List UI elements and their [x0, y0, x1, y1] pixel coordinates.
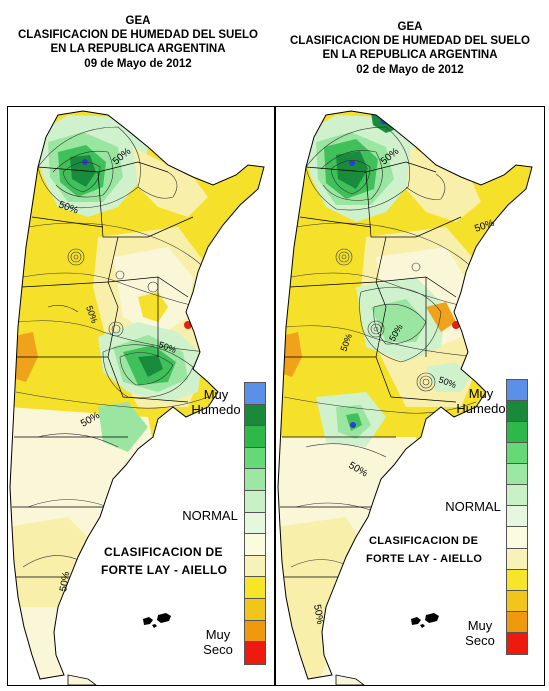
legend-swatch	[245, 620, 265, 643]
legend-swatch	[507, 443, 527, 465]
left-soil-moisture-map: 50% 50% 50% 50% 50% 50%	[9, 110, 265, 685]
legend-swatch	[507, 611, 527, 633]
legend-swatch	[245, 491, 265, 513]
left-legend-dry-label: Muy Seco	[203, 627, 233, 657]
left-header-date: 09 de Mayo de 2012	[84, 57, 192, 70]
legend-swatch	[507, 632, 527, 654]
left-contour-label: 50%	[58, 571, 72, 593]
legend-swatch	[507, 485, 527, 507]
right-legend-normal-label: NORMAL	[445, 499, 501, 514]
right-header-subtitle: EN LA REPUBLICA ARGENTINA	[322, 49, 498, 62]
right-legend-dry-label: Muy Seco	[465, 618, 495, 648]
left-header-subtitle: EN LA REPUBLICA ARGENTINA	[50, 43, 226, 56]
right-map-panel: 50% 50% 50% 50% 50% 50% 50% Muy Humedo N…	[275, 106, 545, 686]
legend-swatch	[245, 404, 265, 427]
right-legend-wet-label: Muy Humedo	[456, 386, 506, 416]
right-legend-title-1: CLASIFICACION DE	[369, 535, 479, 547]
right-contour-label: 50%	[311, 604, 325, 626]
legend-swatch	[507, 464, 527, 486]
legend-swatch	[245, 469, 265, 492]
right-legend-colorbar	[506, 379, 528, 655]
right-header-date: 02 de Mayo de 2012	[356, 63, 464, 76]
right-map-header: GEA CLASIFICACION DE HUMEDAD DEL SUELO E…	[272, 20, 548, 77]
legend-swatch	[245, 426, 265, 448]
legend-swatch	[245, 383, 265, 405]
legend-swatch	[507, 590, 527, 612]
left-map-panel: 50% 50% 50% 50% 50% 50% Muy Humedo NORMA…	[7, 106, 275, 686]
left-header-title: CLASIFICACION DE HUMEDAD DEL SUELO	[17, 29, 259, 42]
legend-swatch	[507, 506, 527, 528]
left-malvinas-islands	[143, 613, 171, 628]
legend-swatch	[507, 422, 527, 444]
right-malvinas-islands	[411, 613, 439, 628]
legend-swatch	[507, 401, 527, 423]
legend-swatch	[507, 527, 527, 549]
left-legend-wet-label: Muy Humedo	[191, 387, 241, 417]
legend-swatch	[245, 447, 265, 470]
legend-swatch	[245, 642, 265, 664]
left-header-org: GEA	[125, 15, 151, 27]
legend-swatch	[507, 548, 527, 570]
legend-swatch	[245, 599, 265, 621]
left-legend-title-1: CLASIFICACION DE	[104, 545, 223, 559]
left-legend-colorbar	[244, 382, 266, 665]
right-header-title: CLASIFICACION DE HUMEDAD DEL SUELO	[289, 35, 531, 48]
left-map-header: GEA CLASIFICACION DE HUMEDAD DEL SUELO E…	[0, 14, 276, 71]
legend-swatch	[507, 380, 527, 402]
right-legend-title-2: FORTE LAY - AIELLO	[366, 553, 483, 565]
legend-swatch	[507, 569, 527, 591]
legend-swatch	[245, 512, 265, 535]
right-soil-moisture-map: 50% 50% 50% 50% 50% 50% 50%	[277, 110, 533, 685]
legend-swatch	[245, 555, 265, 578]
legend-swatch	[245, 577, 265, 600]
left-legend-normal-label: NORMAL	[182, 508, 238, 523]
left-legend-title-2: FORTE LAY - AIELLO	[101, 563, 228, 577]
legend-swatch	[245, 534, 265, 556]
right-header-org: GEA	[397, 21, 423, 33]
